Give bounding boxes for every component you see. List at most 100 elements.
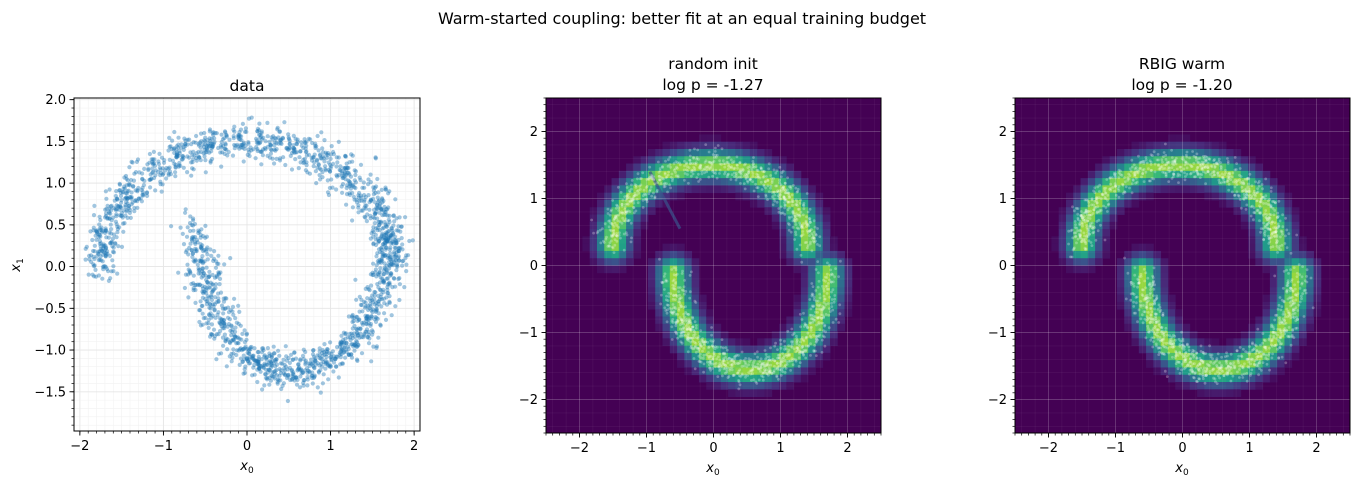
heatmap-cell [677,141,685,150]
heatmap-cell [1240,163,1249,172]
sample-point [688,158,692,162]
sample-point [751,172,755,175]
heatmap-cell [1109,221,1118,230]
sample-point [678,334,682,338]
data-point [178,225,183,230]
data-point [172,161,177,166]
data-point [400,263,405,268]
sample-point [781,352,784,355]
data-point [369,231,374,236]
sample-point [811,320,815,324]
sample-point [739,169,743,173]
heatmap-cell [793,323,802,332]
heatmap-cell [1160,141,1169,150]
data-point [208,160,213,165]
sample-point [688,148,692,152]
heatmap-cell [669,280,678,288]
heatmap-cell [728,178,736,186]
data-point [129,159,134,164]
data-point [234,341,239,346]
heatmap-cell [1182,185,1191,194]
data-point [394,250,399,255]
heatmap-cell [830,258,838,266]
data-point [180,153,185,159]
data-point [265,153,270,158]
data-point [385,222,390,227]
data-point [139,187,144,193]
heatmap-cell [1095,178,1103,186]
heatmap-cell [1233,367,1242,376]
data-point [381,208,386,213]
data-point [301,383,306,388]
data-point [250,354,256,359]
sample-point [738,383,742,387]
heatmap-cell [640,221,649,230]
sample-point [801,226,805,230]
heatmap-cell [691,156,700,164]
data-point [226,322,231,327]
heatmap-cell [706,316,714,325]
sample-point [709,361,713,365]
heatmap-cell [1248,207,1256,215]
data-point [242,340,247,345]
heatmap-cell [757,170,765,179]
data-point [191,258,196,263]
heatmap-cell [779,192,787,201]
sample-point [621,216,625,220]
data-point [397,245,402,250]
heatmap-cell [1233,199,1242,208]
gridlines-random-init [546,98,881,433]
data-point [142,178,147,183]
heatmap-cell [1131,309,1140,317]
heatmap-cell [1255,382,1264,390]
data-point [380,245,385,250]
heatmap-cell [771,367,780,376]
data-point [379,234,384,239]
data-point [371,241,376,246]
sample-point [742,168,745,172]
data-point [195,240,200,245]
data-point [239,142,245,148]
sample-point [739,175,743,179]
data-point [255,147,260,152]
data-point [176,163,182,168]
data-point [314,157,319,162]
heatmap-cell [1102,199,1111,208]
sample-point [725,358,729,361]
sample-point [782,196,786,200]
sample-point [747,363,750,367]
sample-point [800,260,804,264]
heatmap-cell [837,258,845,266]
heatmap-cell [793,338,802,347]
data-point [339,333,344,338]
data-point [252,362,257,367]
sample-point [746,166,750,170]
sample-point [685,318,688,321]
data-point [207,144,212,149]
heatmap-cell [1131,243,1140,252]
sample-point [708,355,712,358]
sample-point [684,162,688,166]
heatmap-cell [1204,352,1213,361]
data-point [173,174,178,179]
data-point [243,344,248,349]
data-point [371,225,376,230]
data-point [163,168,168,173]
heatmap-cell [1138,156,1147,164]
data-point [273,148,278,153]
heatmap-cell [1095,250,1103,259]
data-point [104,245,109,250]
data-point [174,154,179,159]
data-point [362,193,367,198]
data-point [316,370,322,375]
data-point [315,133,320,139]
data-point [223,146,228,152]
heatmap-cell [677,309,685,317]
data-point [374,345,379,350]
data-point [377,287,383,292]
data-point [293,375,299,380]
heatmap-cell [779,352,787,361]
heatmap-cell [764,382,773,390]
data-point [194,247,199,252]
data-point [312,152,317,157]
